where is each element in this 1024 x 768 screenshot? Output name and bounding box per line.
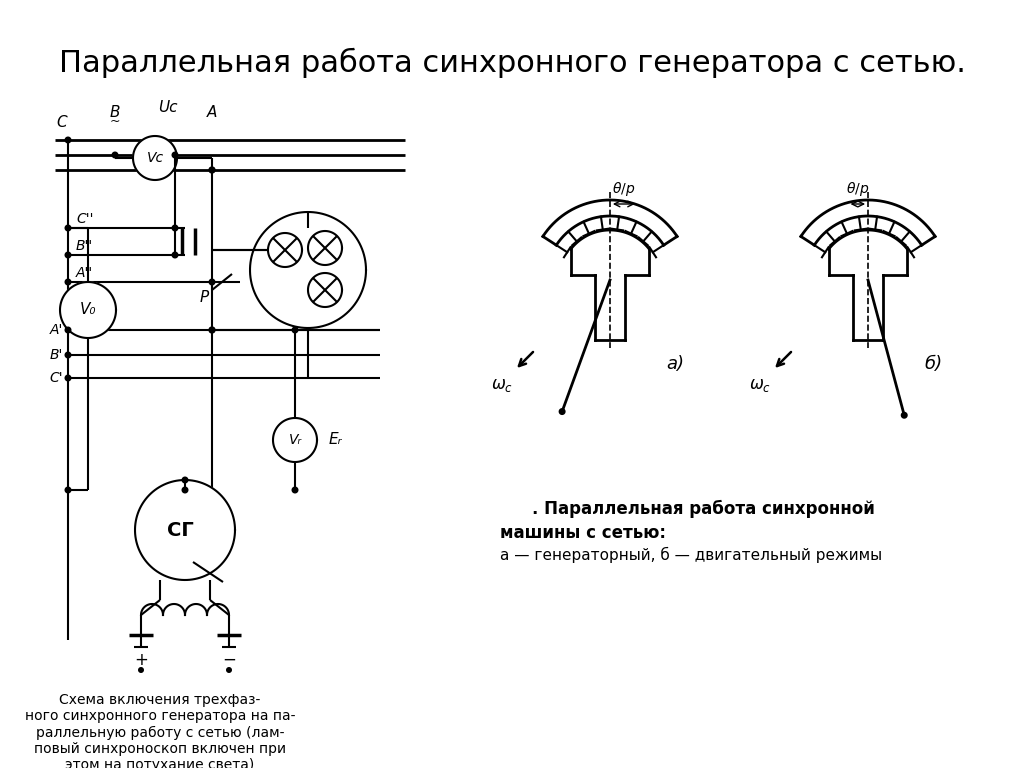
Polygon shape [181, 476, 188, 484]
Text: . Параллельная работа синхронной: . Параллельная работа синхронной [532, 500, 874, 518]
Polygon shape [226, 667, 232, 673]
Text: P: P [200, 290, 209, 304]
Polygon shape [308, 273, 342, 307]
Polygon shape [209, 167, 215, 174]
Text: B'': B'' [76, 239, 93, 253]
Polygon shape [901, 412, 907, 419]
Text: а — генераторный, б — двигательный режимы: а — генераторный, б — двигательный режим… [500, 547, 882, 563]
Text: $\omega_c$: $\omega_c$ [490, 376, 513, 394]
Text: −: − [222, 651, 236, 669]
Text: б): б) [924, 355, 942, 373]
Text: Vᵣ: Vᵣ [289, 433, 301, 447]
Text: V₀: V₀ [80, 303, 96, 317]
Polygon shape [135, 480, 234, 580]
Polygon shape [112, 151, 119, 158]
Text: A'': A'' [76, 266, 93, 280]
Polygon shape [65, 251, 72, 259]
Polygon shape [65, 352, 72, 359]
Polygon shape [171, 151, 178, 158]
Polygon shape [138, 667, 144, 673]
Polygon shape [65, 486, 72, 494]
Text: а): а) [666, 355, 684, 373]
Polygon shape [209, 279, 215, 286]
Text: C: C [56, 115, 68, 130]
Polygon shape [65, 375, 72, 382]
Text: C'': C'' [76, 212, 93, 226]
Polygon shape [250, 212, 366, 328]
Text: Uс: Uс [159, 100, 178, 115]
Polygon shape [273, 418, 317, 462]
Text: $\theta/p$: $\theta/p$ [846, 180, 869, 198]
Polygon shape [209, 326, 215, 333]
Polygon shape [171, 251, 178, 259]
Text: Параллельная работа синхронного генератора с сетью.: Параллельная работа синхронного генерато… [58, 48, 966, 78]
Polygon shape [171, 224, 178, 231]
Text: $\omega_c$: $\omega_c$ [749, 376, 771, 394]
Text: A: A [207, 105, 217, 120]
Text: Vс: Vс [146, 151, 164, 165]
Polygon shape [65, 279, 72, 286]
Text: A': A' [49, 323, 63, 337]
Text: B': B' [49, 348, 63, 362]
Polygon shape [65, 326, 72, 333]
Polygon shape [181, 486, 188, 494]
Polygon shape [209, 167, 215, 174]
Text: $\theta/p$: $\theta/p$ [612, 180, 636, 198]
Polygon shape [268, 233, 302, 267]
Polygon shape [292, 486, 299, 494]
Polygon shape [292, 326, 299, 333]
Text: СГ: СГ [167, 521, 194, 539]
Text: Eᵣ: Eᵣ [328, 432, 342, 448]
Text: Схема включения трехфаз-
ного синхронного генератора на па-
раллельную работу с : Схема включения трехфаз- ного синхронног… [25, 693, 295, 768]
Text: машины с сетью:: машины с сетью: [500, 524, 666, 542]
Text: +: + [134, 651, 147, 669]
Text: C': C' [49, 371, 63, 385]
Polygon shape [308, 231, 342, 265]
Polygon shape [559, 408, 565, 415]
Polygon shape [209, 326, 215, 333]
Polygon shape [65, 137, 72, 144]
Polygon shape [65, 224, 72, 231]
Text: ~: ~ [110, 115, 120, 128]
Text: B: B [110, 105, 120, 120]
Polygon shape [133, 136, 177, 180]
Polygon shape [60, 282, 116, 338]
